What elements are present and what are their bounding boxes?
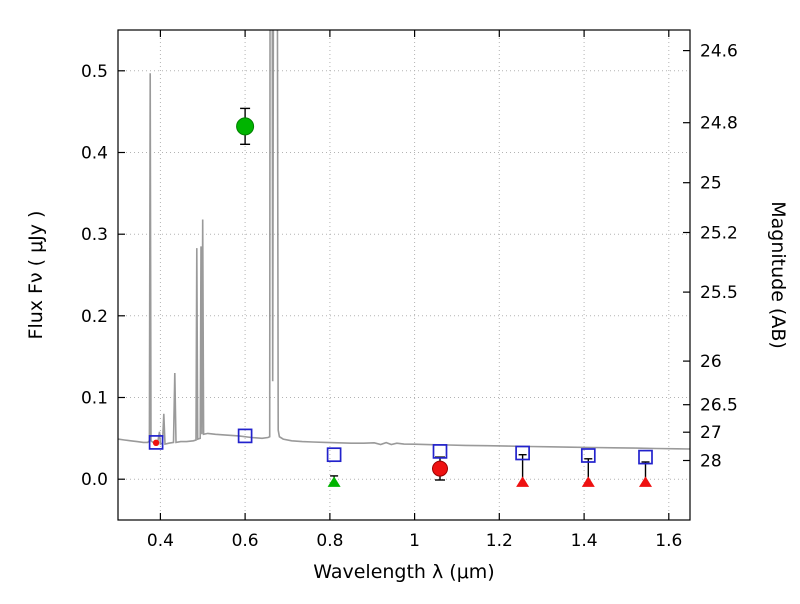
svg-text:0.8: 0.8 — [316, 531, 343, 551]
y-tick-labels-left: 0.0 0.1 0.2 0.3 0.4 0.5 — [81, 62, 108, 490]
plot-frame — [117, 29, 691, 521]
svg-text:1.6: 1.6 — [655, 531, 682, 551]
y-axis-label-left: Flux Fν ( μJy ) — [25, 211, 47, 340]
red-detection-marker — [432, 460, 448, 477]
svg-text:28: 28 — [700, 452, 722, 472]
green-detection-marker — [236, 117, 255, 136]
svg-text:24.8: 24.8 — [700, 114, 738, 134]
red-point-uband-marker — [152, 439, 160, 446]
y-axis-label-right: Magnitude (AB) — [767, 201, 789, 349]
svg-text:0.5: 0.5 — [81, 62, 108, 82]
x-tick-labels: 0.4 0.6 0.8 1 1.2 1.4 1.6 — [147, 531, 682, 551]
svg-text:27: 27 — [700, 423, 722, 443]
y-tick-labels-right: 24.6 24.8 25 25.2 25.5 26 26.5 27 28 — [700, 42, 738, 472]
model-photometry-squares — [148, 428, 653, 465]
svg-text:0.4: 0.4 — [81, 144, 108, 164]
red-upper-limit-markers — [516, 476, 652, 487]
svg-text:1.2: 1.2 — [486, 531, 513, 551]
svg-text:24.6: 24.6 — [700, 42, 738, 62]
svg-text:1: 1 — [409, 531, 420, 551]
svg-text:0.1: 0.1 — [81, 389, 108, 409]
svg-text:0.4: 0.4 — [147, 531, 174, 551]
svg-text:0.3: 0.3 — [81, 225, 108, 245]
svg-text:25.5: 25.5 — [700, 283, 738, 303]
svg-text:25: 25 — [700, 174, 722, 194]
svg-text:1.4: 1.4 — [571, 531, 598, 551]
svg-text:26.5: 26.5 — [700, 396, 738, 416]
svg-text:0.6: 0.6 — [232, 531, 259, 551]
svg-text:0.2: 0.2 — [81, 307, 108, 327]
svg-text:26: 26 — [700, 352, 722, 372]
svg-text:0.0: 0.0 — [81, 470, 108, 490]
svg-text:25.2: 25.2 — [700, 224, 738, 244]
axis-ticks — [118, 30, 690, 520]
x-axis-label: Wavelength λ (μm) — [313, 561, 494, 583]
gridlines — [118, 30, 690, 520]
green-upper-limit-marker — [327, 476, 341, 487]
